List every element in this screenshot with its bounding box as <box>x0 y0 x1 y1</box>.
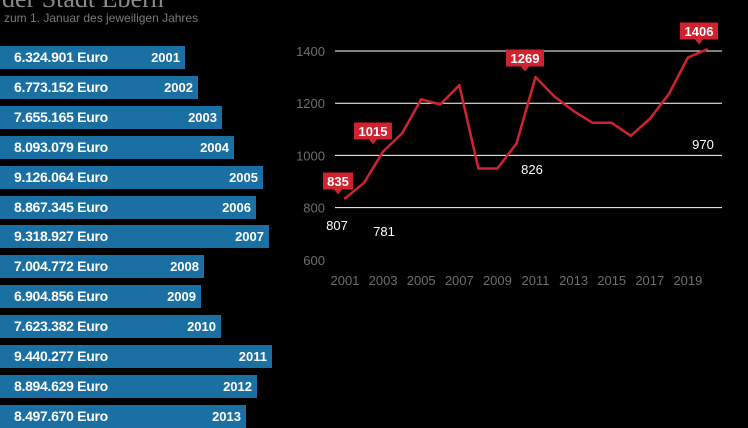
bar-2010: 7.623.382 Euro 2010 <box>0 315 221 338</box>
bar-amount-label: 8.093.079 Euro <box>14 139 108 155</box>
bar-year-label: 2012 <box>223 379 252 394</box>
annotation-box <box>506 49 544 67</box>
bar-year-label: 2009 <box>167 289 196 304</box>
data-point <box>381 150 385 153</box>
annotation-pointer <box>521 66 529 72</box>
annotation-box <box>354 122 392 140</box>
data-point <box>400 132 404 135</box>
data-point <box>591 121 594 124</box>
y-tick-label: 1200 <box>296 96 325 111</box>
annotation-box <box>323 172 353 190</box>
bar-amount-label: 7.004.772 Euro <box>14 258 108 274</box>
annotation-label: 1269 <box>511 51 540 66</box>
annotation-label: 1406 <box>685 24 714 39</box>
x-tick-label: 2015 <box>597 273 626 288</box>
annotation-label: 835 <box>327 174 349 189</box>
bar-amount-label: 8.867.345 Euro <box>14 199 108 215</box>
data-point <box>458 83 461 87</box>
chart-subtitle: zum 1. Januar des jeweiligen Jahres <box>4 11 199 25</box>
data-point <box>343 197 347 200</box>
data-point <box>705 48 709 51</box>
y-tick-label: 600 <box>303 253 325 268</box>
annotation-pointer <box>334 189 342 195</box>
data-point <box>439 103 442 106</box>
bar-chart: 6.324.901 Euro 2001 6.773.152 Euro 2002 7.65… <box>0 0 300 428</box>
bar-2002: 6.773.152 Euro 2002 <box>0 76 198 99</box>
x-tick-label: 2009 <box>483 273 512 288</box>
bar-year-label: 2011 <box>238 349 267 364</box>
bar-amount-label: 7.655.165 Euro <box>14 109 108 125</box>
x-tick-label: 2017 <box>635 273 664 288</box>
bar-year-label: 2010 <box>187 319 216 334</box>
annotation-label: 807 <box>326 218 348 233</box>
bar-2012: 8.894.629 Euro 2012 <box>0 375 257 398</box>
annotation-label: 970 <box>692 137 714 152</box>
bar-year-label: 2003 <box>188 110 217 125</box>
x-tick-label: 2013 <box>559 273 588 288</box>
data-point <box>686 56 690 59</box>
bar-2007: 9.318.927 Euro 2007 <box>0 225 269 248</box>
bar-amount-label: 6.904.856 Euro <box>14 288 108 304</box>
data-point <box>572 109 575 113</box>
bar-year-label: 2005 <box>229 170 258 185</box>
bar-year-label: 2013 <box>212 409 241 424</box>
data-point <box>496 167 499 170</box>
bar-year-label: 2006 <box>222 200 251 215</box>
data-point <box>629 134 632 138</box>
data-point <box>362 181 366 185</box>
bar-amount-label: 9.318.927 Euro <box>14 228 108 244</box>
bar-year-label: 2004 <box>200 140 229 155</box>
data-point <box>667 92 671 96</box>
data-point <box>420 98 423 101</box>
data-point <box>610 121 613 124</box>
data-point <box>553 95 556 98</box>
bar-2001: 6.324.901 Euro 2001 <box>0 46 185 69</box>
bar-2011: 9.440.277 Euro 2011 <box>0 345 272 368</box>
bar-2009: 6.904.856 Euro 2009 <box>0 285 201 308</box>
bar-amount-label: 6.324.901 Euro <box>14 49 108 65</box>
annotation-box <box>680 22 718 40</box>
bar-amount-label: 9.440.277 Euro <box>14 348 108 364</box>
bar-amount-label: 7.623.382 Euro <box>14 318 108 334</box>
x-tick-label: 2003 <box>369 273 398 288</box>
bar-amount-label: 8.497.670 Euro <box>14 408 108 424</box>
data-point <box>534 75 537 79</box>
annotation-pointer <box>695 39 703 45</box>
bar-amount-label: 6.773.152 Euro <box>14 79 108 95</box>
x-tick-label: 2005 <box>407 273 436 288</box>
bar-2004: 8.093.079 Euro 2004 <box>0 136 234 159</box>
bar-2005: 9.126.064 Euro 2005 <box>0 166 263 189</box>
bar-year-label: 2002 <box>164 80 193 95</box>
bar-amount-label: 8.894.629 Euro <box>14 378 108 394</box>
bar-amount-label: 9.126.064 Euro <box>14 169 108 185</box>
y-tick-label: 800 <box>303 201 325 216</box>
data-point <box>477 167 480 170</box>
data-point <box>648 117 651 121</box>
y-tick-label: 1400 <box>296 44 325 59</box>
bar-2008: 7.004.772 Euro 2008 <box>0 255 204 278</box>
data-point <box>515 142 518 145</box>
series-line <box>344 48 708 200</box>
chart-title: der Stadt Ebern <box>2 0 164 14</box>
bar-year-label: 2007 <box>235 229 264 244</box>
bar-year-label: 2008 <box>170 259 199 274</box>
x-tick-label: 2007 <box>445 273 474 288</box>
x-tick-label: 2001 <box>331 273 360 288</box>
y-tick-label: 1000 <box>296 148 325 163</box>
annotation-label: 826 <box>521 162 543 177</box>
bar-2003: 7.655.165 Euro 2003 <box>0 106 222 129</box>
annotation-pointer <box>369 139 377 145</box>
annotation-label: 1015 <box>359 124 388 139</box>
annotation-label: 781 <box>373 224 395 239</box>
bar-2006: 8.867.345 Euro 2006 <box>0 196 256 219</box>
x-tick-label: 2011 <box>522 273 550 288</box>
bar-year-label: 2001 <box>151 50 180 65</box>
x-tick-label: 2019 <box>673 273 702 288</box>
